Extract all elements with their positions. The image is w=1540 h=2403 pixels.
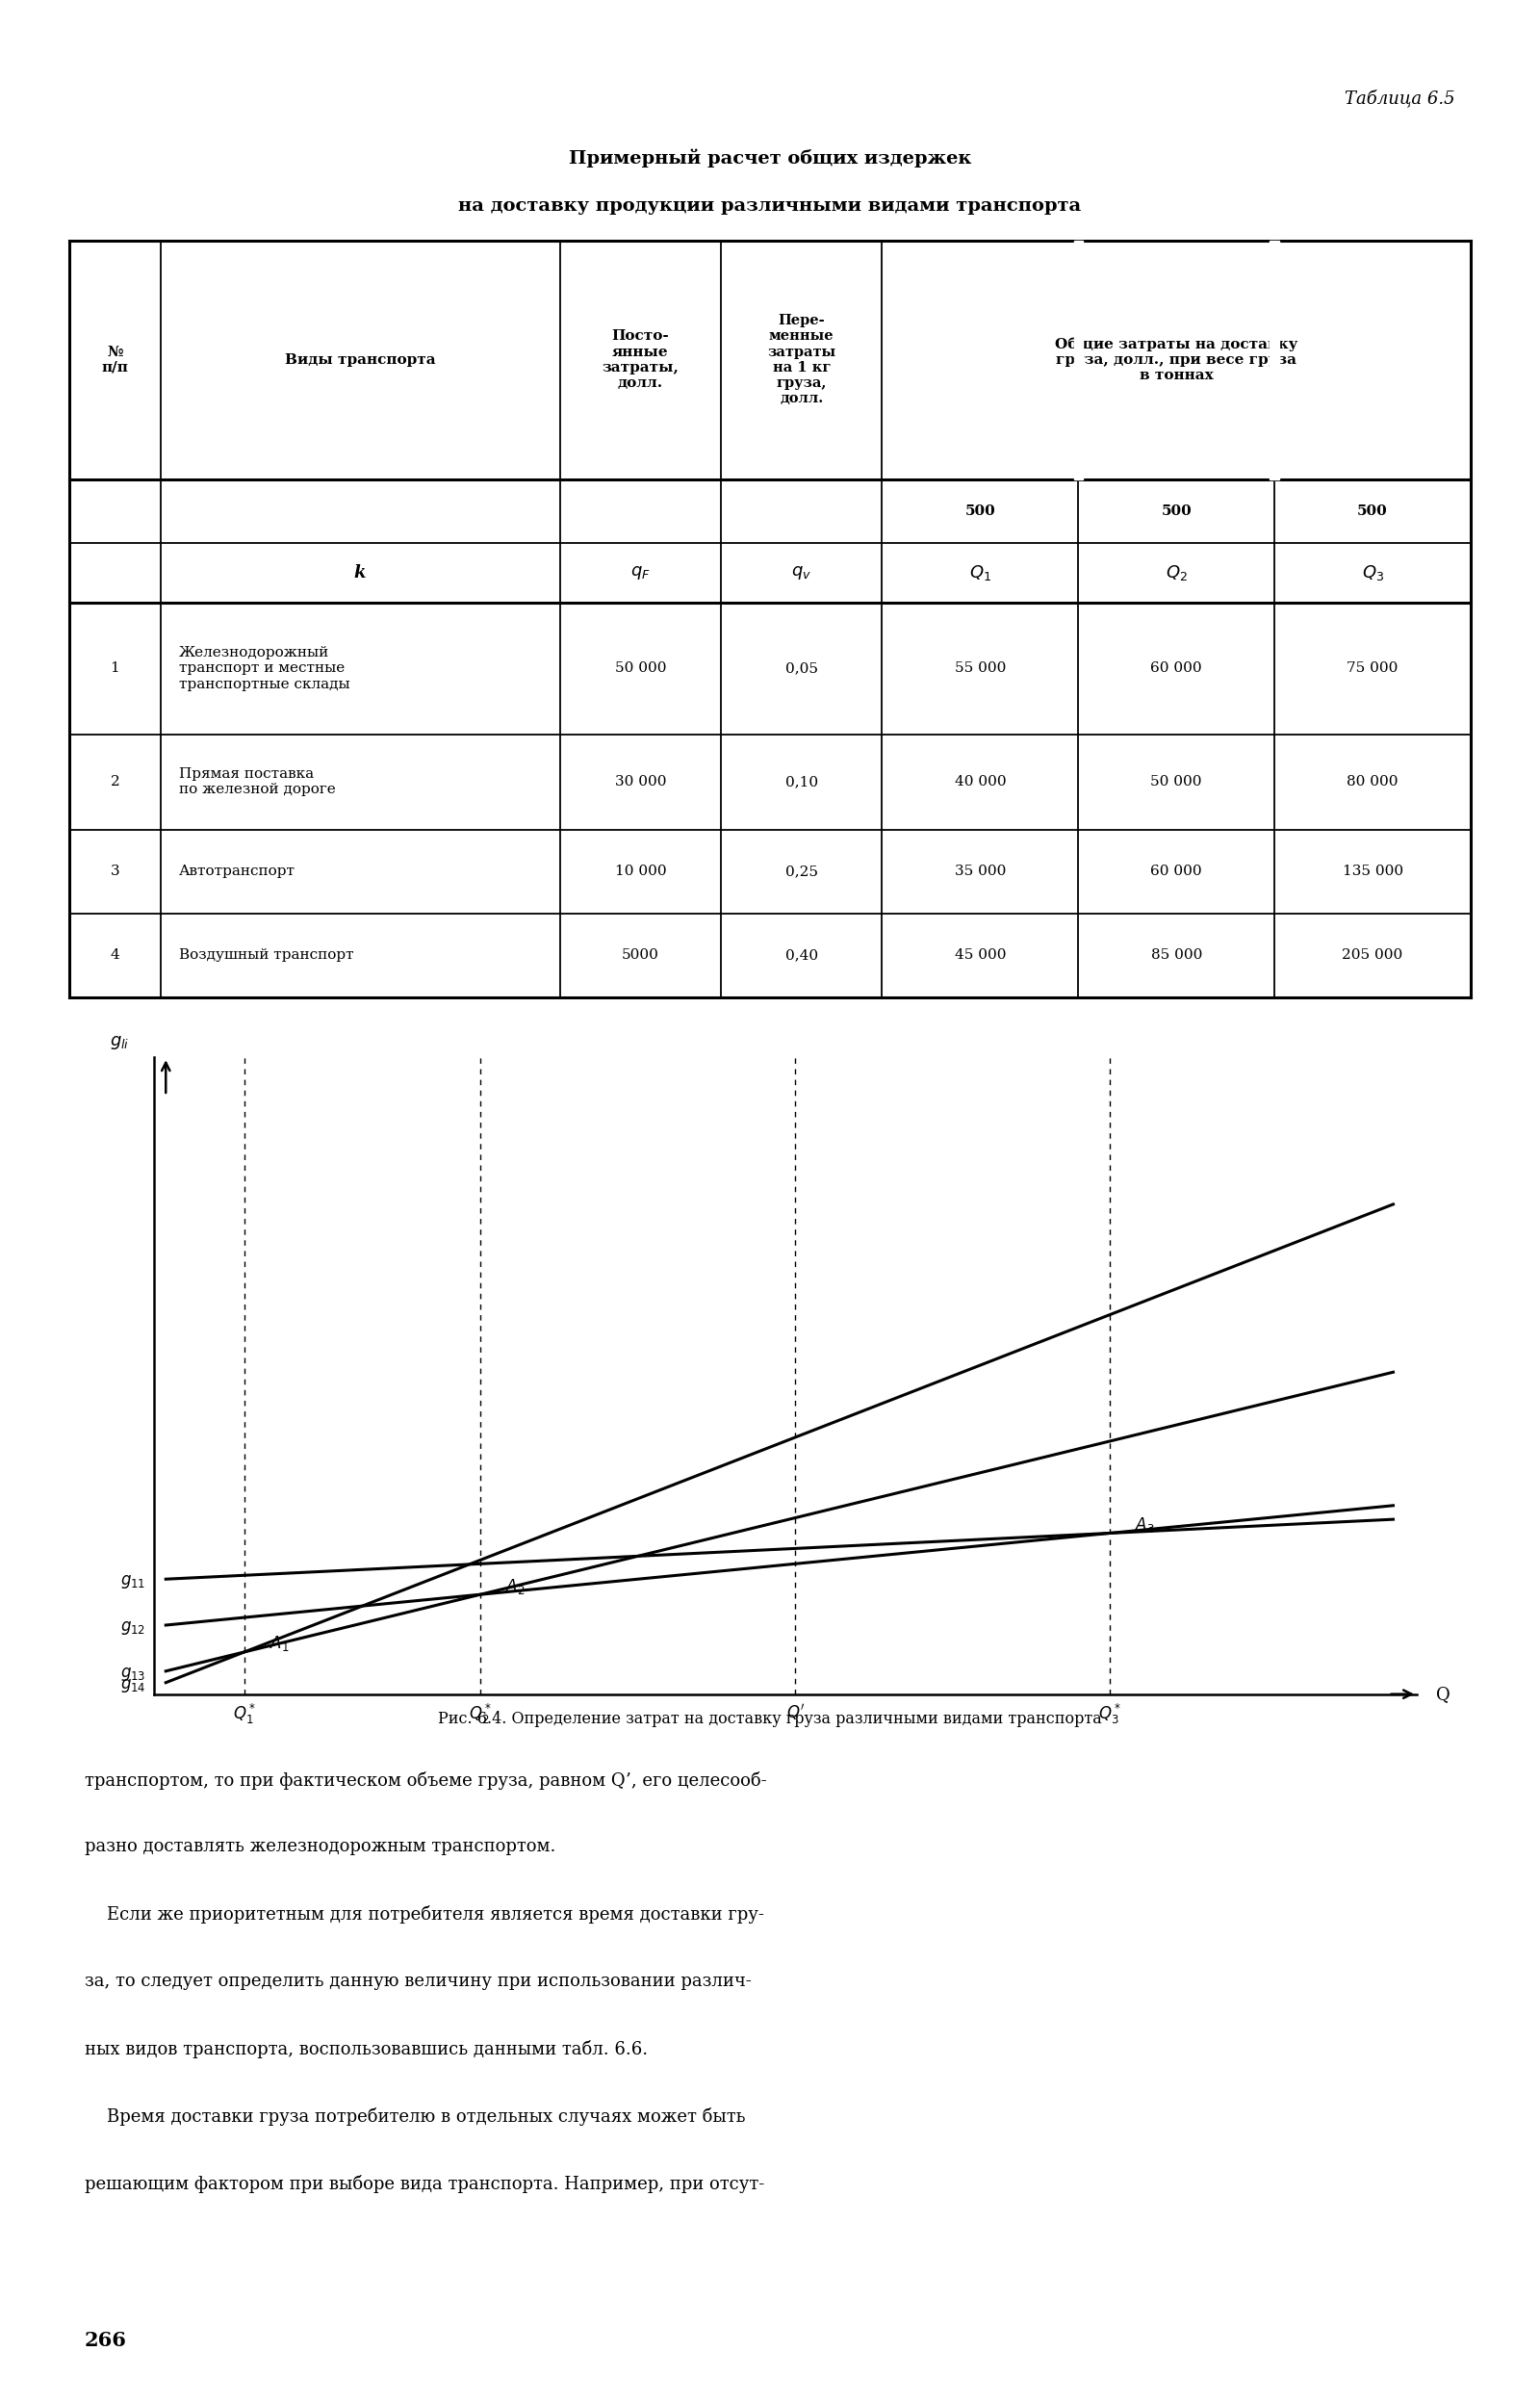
Text: 500: 500 [966,505,995,519]
Text: транспортом, то при фактическом объеме груза, равном Q’, его целесооб-: транспортом, то при фактическом объеме г… [85,1771,767,1790]
Text: Общие затраты на доставку
груза, долл., при весе груза
в тоннах: Общие затраты на доставку груза, долл., … [1055,336,1298,382]
Text: 30 000: 30 000 [614,776,667,788]
Text: 500: 500 [1357,505,1388,519]
Text: 2: 2 [111,776,120,788]
Text: 500: 500 [1161,505,1192,519]
Text: Таблица 6.5: Таблица 6.5 [1344,89,1455,106]
Bar [1073,240,1083,478]
Text: Примерный расчет общих издержек: Примерный расчет общих издержек [568,149,972,168]
Text: ных видов транспорта, воспользовавшись данными табл. 6.6.: ных видов транспорта, воспользовавшись д… [85,2040,648,2059]
Text: 3: 3 [111,865,120,879]
Text: разно доставлять железнодорожным транспортом.: разно доставлять железнодорожным транспо… [85,1838,556,1855]
Text: 60 000: 60 000 [1150,865,1203,879]
Text: Посто-
янные
затраты,
долл.: Посто- янные затраты, долл. [602,329,679,389]
Text: $A_2$: $A_2$ [505,1576,525,1596]
Text: 10 000: 10 000 [614,865,667,879]
Bar [1270,240,1280,478]
Text: Рис. 6.4. Определение затрат на доставку груза различными видами транспорта: Рис. 6.4. Определение затрат на доставку… [437,1711,1103,1728]
Text: за, то следует определить данную величину при использовании различ-: за, то следует определить данную величин… [85,1973,752,1990]
Text: $Q_2$: $Q_2$ [1166,562,1187,582]
Text: 5000: 5000 [622,949,659,961]
Text: 55 000: 55 000 [955,661,1006,675]
Text: Прямая поставка
по железной дороге: Прямая поставка по железной дороге [179,767,336,798]
Text: Железнодорожный
транспорт и местные
транспортные склады: Железнодорожный транспорт и местные тран… [179,646,350,692]
Text: 45 000: 45 000 [955,949,1006,961]
Text: 35 000: 35 000 [955,865,1006,879]
Text: на доставку продукции различными видами транспорта: на доставку продукции различными видами … [459,197,1081,214]
Text: 40 000: 40 000 [955,776,1006,788]
Text: 135 000: 135 000 [1343,865,1403,879]
Text: $g_{li}$: $g_{li}$ [109,1033,129,1050]
Text: 85 000: 85 000 [1150,949,1203,961]
Text: 0,05: 0,05 [785,661,818,675]
Text: $q_F$: $q_F$ [630,565,650,582]
Text: 0,25: 0,25 [785,865,818,879]
Text: 1: 1 [111,661,120,675]
Text: $q_v$: $q_v$ [792,565,812,582]
Text: 4: 4 [111,949,120,961]
Text: 60 000: 60 000 [1150,661,1203,675]
Text: Если же приоритетным для потребителя является время доставки гру-: Если же приоритетным для потребителя явл… [85,1906,764,1925]
Text: 0,40: 0,40 [785,949,818,961]
Text: Q: Q [1435,1685,1449,1704]
Text: $Q_3$: $Q_3$ [1361,562,1384,582]
Text: 50 000: 50 000 [614,661,667,675]
Text: $A_1$: $A_1$ [270,1634,290,1653]
Text: Пере-
менные
затраты
на 1 кг
груза,
долл.: Пере- менные затраты на 1 кг груза, долл… [767,315,836,406]
Text: Автотранспорт: Автотранспорт [179,865,296,879]
Text: $Q_1$: $Q_1$ [969,562,992,582]
Text: 75 000: 75 000 [1348,661,1398,675]
Text: 0,10: 0,10 [785,776,818,788]
Text: 205 000: 205 000 [1343,949,1403,961]
Text: 266: 266 [85,2331,126,2350]
Text: 80 000: 80 000 [1348,776,1398,788]
Text: Время доставки груза потребителю в отдельных случаях может быть: Время доставки груза потребителю в отдел… [85,2107,745,2127]
Text: №
п/п: № п/п [102,346,128,375]
Text: $A_3$: $A_3$ [1135,1516,1155,1536]
Text: решающим фактором при выборе вида транспорта. Например, при отсут-: решающим фактором при выборе вида трансп… [85,2175,764,2194]
Text: Виды транспорта: Виды транспорта [285,353,436,368]
Text: 50 000: 50 000 [1150,776,1203,788]
Text: k: k [354,565,367,582]
Text: Воздушный транспорт: Воздушный транспорт [179,949,354,961]
